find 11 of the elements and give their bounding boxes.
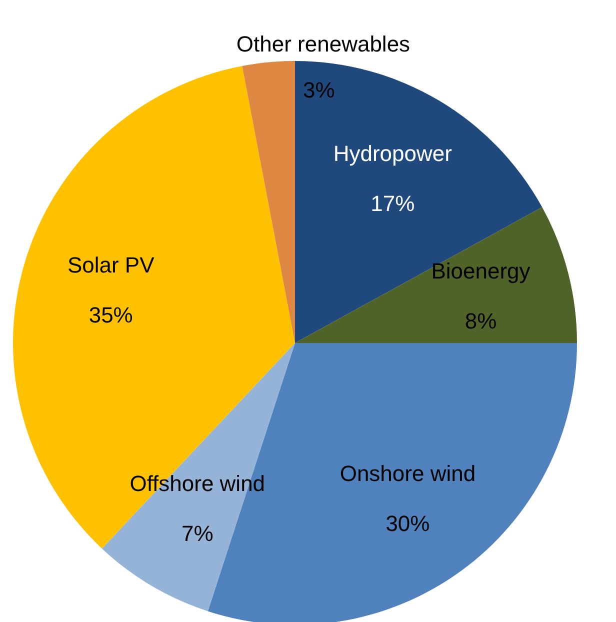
slice-label: Bioenergy (431, 258, 530, 284)
data-label: 8% (464, 308, 497, 334)
data-label: 30% (386, 511, 430, 536)
slice-label: Onshore wind (340, 461, 476, 486)
data-label: 7% (181, 521, 214, 546)
data-label: 35% (88, 302, 133, 328)
slice-label: Other renewables (236, 31, 410, 56)
slice-label: Solar PV (67, 252, 155, 278)
data-label: 3% (302, 77, 335, 102)
data-label: 17% (370, 190, 415, 216)
slice-label: Hydropower (333, 140, 452, 166)
